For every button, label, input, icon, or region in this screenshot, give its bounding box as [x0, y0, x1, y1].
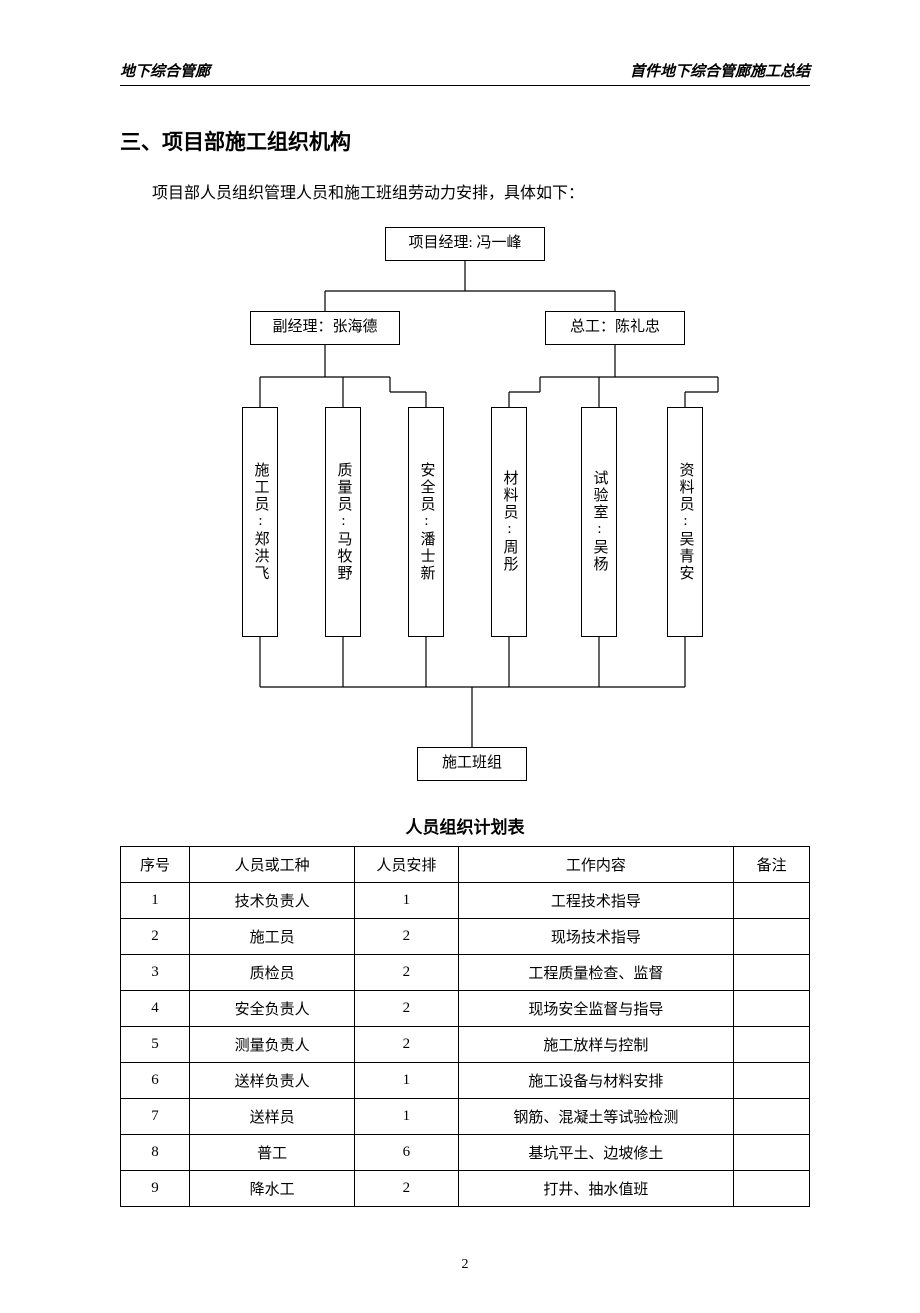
table-cell: 3	[121, 954, 190, 990]
table-cell: 施工设备与材料安排	[458, 1062, 734, 1098]
table-cell	[734, 882, 810, 918]
table-cell: 送样负责人	[189, 1062, 354, 1098]
page-number: 2	[120, 1257, 810, 1273]
org-staff-4: 试验室:吴杨	[581, 407, 617, 637]
table-cell: 送样员	[189, 1098, 354, 1134]
table-cell	[734, 1026, 810, 1062]
table-cell	[734, 954, 810, 990]
org-bottom-box: 施工班组	[417, 747, 527, 781]
org-chart: 项目经理: 冯一峰 副经理：张海德 总工：陈礼忠 施工员:郑洪飞 质量员:马牧野…	[145, 227, 785, 807]
table-cell: 普工	[189, 1134, 354, 1170]
table-cell: 2	[355, 918, 458, 954]
table-cell: 打井、抽水值班	[458, 1170, 734, 1206]
table-cell: 2	[355, 990, 458, 1026]
header-left: 地下综合管廊	[120, 60, 210, 81]
table-cell: 技术负责人	[189, 882, 354, 918]
th-0: 序号	[121, 846, 190, 882]
table-cell	[734, 1062, 810, 1098]
table-cell	[734, 1098, 810, 1134]
table-cell: 安全负责人	[189, 990, 354, 1026]
plan-table: 序号 人员或工种 人员安排 工作内容 备注 1技术负责人1工程技术指导2施工员2…	[120, 846, 810, 1207]
table-cell	[734, 918, 810, 954]
running-header: 地下综合管廊 首件地下综合管廊施工总结	[120, 60, 810, 86]
table-cell: 降水工	[189, 1170, 354, 1206]
table-body: 1技术负责人1工程技术指导2施工员2现场技术指导3质检员2工程质量检查、监督4安…	[121, 882, 810, 1206]
org-top-box: 项目经理: 冯一峰	[385, 227, 545, 261]
table-title: 人员组织计划表	[120, 813, 810, 838]
org-staff-3: 材料员:周彤	[491, 407, 527, 637]
document-page: 地下综合管廊 首件地下综合管廊施工总结 三、项目部施工组织机构 项目部人员组织管…	[0, 0, 920, 1313]
table-cell: 测量负责人	[189, 1026, 354, 1062]
org-staff-2: 安全员:潘士新	[408, 407, 444, 637]
org-staff-5: 资料员:吴青安	[667, 407, 703, 637]
org-mid-left-box: 副经理：张海德	[250, 311, 400, 345]
table-cell: 8	[121, 1134, 190, 1170]
table-cell	[734, 1134, 810, 1170]
table-cell: 钢筋、混凝土等试验检测	[458, 1098, 734, 1134]
table-cell: 基坑平土、边坡修土	[458, 1134, 734, 1170]
org-mid-right-box: 总工：陈礼忠	[545, 311, 685, 345]
table-cell: 2	[121, 918, 190, 954]
table-row: 6送样负责人1施工设备与材料安排	[121, 1062, 810, 1098]
table-cell: 5	[121, 1026, 190, 1062]
table-cell: 现场技术指导	[458, 918, 734, 954]
table-row: 5测量负责人2施工放样与控制	[121, 1026, 810, 1062]
table-cell: 2	[355, 954, 458, 990]
table-cell: 施工员	[189, 918, 354, 954]
table-row: 8普工6基坑平土、边坡修土	[121, 1134, 810, 1170]
table-row: 7送样员1钢筋、混凝土等试验检测	[121, 1098, 810, 1134]
th-2: 人员安排	[355, 846, 458, 882]
table-row: 3质检员2工程质量检查、监督	[121, 954, 810, 990]
table-cell: 9	[121, 1170, 190, 1206]
table-cell: 1	[355, 1098, 458, 1134]
header-right: 首件地下综合管廊施工总结	[630, 60, 810, 81]
table-row: 2施工员2现场技术指导	[121, 918, 810, 954]
th-4: 备注	[734, 846, 810, 882]
th-1: 人员或工种	[189, 846, 354, 882]
table-cell: 4	[121, 990, 190, 1026]
org-staff-1: 质量员:马牧野	[325, 407, 361, 637]
table-cell: 现场安全监督与指导	[458, 990, 734, 1026]
table-cell: 2	[355, 1170, 458, 1206]
table-cell: 1	[355, 1062, 458, 1098]
table-cell: 1	[121, 882, 190, 918]
table-cell: 施工放样与控制	[458, 1026, 734, 1062]
section-intro: 项目部人员组织管理人员和施工班组劳动力安排，具体如下：	[120, 180, 810, 209]
table-header-row: 序号 人员或工种 人员安排 工作内容 备注	[121, 846, 810, 882]
table-cell: 工程技术指导	[458, 882, 734, 918]
table-cell	[734, 1170, 810, 1206]
th-3: 工作内容	[458, 846, 734, 882]
table-cell	[734, 990, 810, 1026]
table-cell: 6	[121, 1062, 190, 1098]
table-cell: 工程质量检查、监督	[458, 954, 734, 990]
table-cell: 质检员	[189, 954, 354, 990]
table-cell: 2	[355, 1026, 458, 1062]
section-title: 三、项目部施工组织机构	[120, 126, 810, 156]
table-row: 1技术负责人1工程技术指导	[121, 882, 810, 918]
table-cell: 6	[355, 1134, 458, 1170]
table-row: 4安全负责人2现场安全监督与指导	[121, 990, 810, 1026]
table-cell: 1	[355, 882, 458, 918]
org-staff-0: 施工员:郑洪飞	[242, 407, 278, 637]
table-row: 9降水工2打井、抽水值班	[121, 1170, 810, 1206]
table-cell: 7	[121, 1098, 190, 1134]
